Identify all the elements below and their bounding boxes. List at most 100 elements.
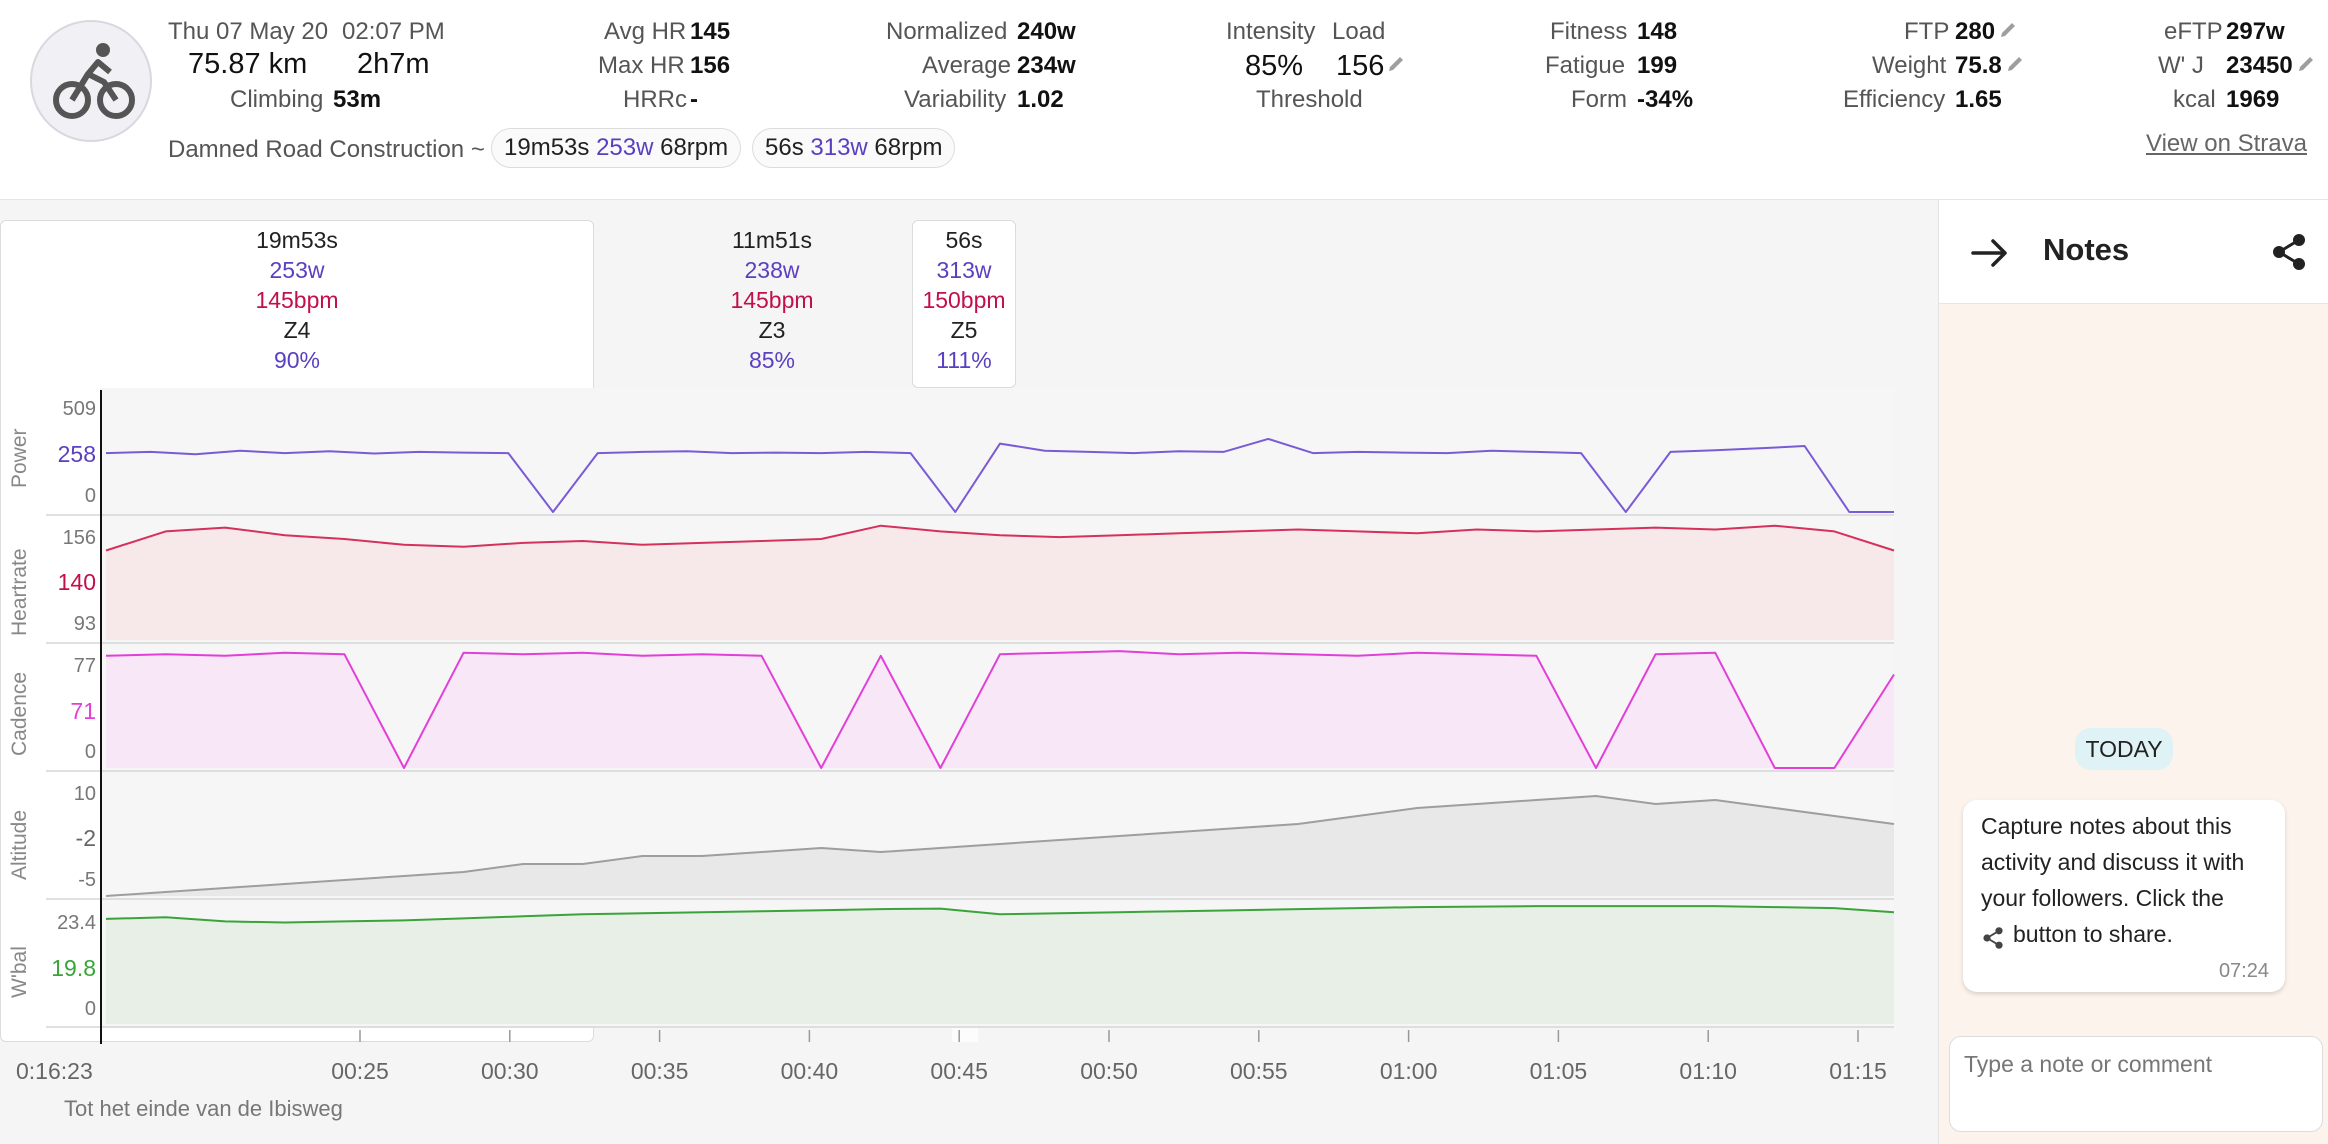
- interval-hr: 150bpm: [922, 287, 1006, 313]
- x-tick-label: 00:55: [1230, 1058, 1288, 1084]
- fatigue-value: 199: [1637, 52, 1678, 79]
- wj-label: W' J: [2158, 52, 2204, 79]
- interval-chip-1[interactable]: 19m53s 253w 68rpm: [491, 128, 742, 168]
- edit-load-icon[interactable]: [1386, 54, 1406, 74]
- interval-power: 253w: [269, 257, 325, 283]
- chip-duration: 19m53s: [504, 134, 590, 161]
- message-line-1: Capture notes about this: [1981, 813, 2232, 839]
- interval-pct: 85%: [748, 347, 796, 373]
- form-value: -34%: [1637, 86, 1694, 113]
- intensity-value: 85%: [1245, 50, 1304, 82]
- interval-duration: 19m53s: [256, 227, 338, 253]
- wj-value: 23450: [2226, 52, 2293, 79]
- average-value: 234w: [1017, 52, 1076, 79]
- wbal-ytick-mid: 19.8: [51, 955, 96, 981]
- kcal-value: 1969: [2226, 86, 2280, 113]
- avg-hr-value: 145: [690, 18, 731, 45]
- x-tick-label: 00:30: [481, 1058, 539, 1084]
- ftp-label: FTP: [1904, 18, 1950, 45]
- message-line-4: button to share.: [2013, 921, 2173, 947]
- interval-panel-3[interactable]: [912, 220, 1016, 388]
- bike-icon: [53, 43, 135, 119]
- x-tick-label: 00:35: [630, 1058, 689, 1084]
- average-label: Average: [922, 52, 1011, 79]
- power-ytick-mid: 258: [57, 441, 96, 467]
- interval-duration: 56s: [945, 227, 983, 253]
- activity-date: Thu 07 May 20: [168, 18, 329, 45]
- fitness-value: 148: [1637, 18, 1678, 45]
- climbing-value: 53m: [333, 86, 382, 113]
- edit-weight-icon[interactable]: [2005, 54, 2025, 74]
- power-ytick-min: 0: [84, 485, 96, 507]
- heartrate-area: [106, 525, 1894, 640]
- eftp-value: 297w: [2226, 18, 2285, 45]
- variability-label: Variability: [904, 86, 1007, 113]
- x-tick-label: 01:00: [1379, 1058, 1438, 1084]
- interval-label-3: 56s 313w 150bpm Z5 111%: [914, 225, 1014, 375]
- fatigue-label: Fatigue: [1545, 52, 1626, 79]
- climbing-label: Climbing: [230, 86, 324, 113]
- avg-hr-label: Avg HR: [604, 18, 687, 45]
- altitude-line: [105, 795, 1895, 897]
- interval-pct: 111%: [936, 347, 992, 373]
- activity-header: Thu 07 May 20 02:07 PM 75.87 km 2h7m Cli…: [0, 0, 2328, 200]
- arrow-right-icon[interactable]: [1971, 238, 2009, 268]
- edit-ftp-icon[interactable]: [1998, 20, 2018, 40]
- variability-value: 1.02: [1017, 86, 1064, 113]
- weight-label: Weight: [1872, 52, 1947, 79]
- efficiency-value: 1.65: [1955, 86, 2002, 113]
- hrrc-value: -: [690, 86, 698, 113]
- altitude-ytick-max: 10: [73, 783, 96, 805]
- altitude-area: [106, 796, 1894, 896]
- form-label: Form: [1571, 86, 1627, 113]
- fitness-label: Fitness: [1550, 18, 1628, 45]
- cadence-area: [106, 651, 1894, 768]
- load-value: 156: [1336, 50, 1385, 82]
- interval-zone: Z4: [283, 317, 311, 343]
- note-input[interactable]: Type a note or comment: [1949, 1036, 2323, 1132]
- normalized-value: 240w: [1017, 18, 1076, 45]
- max-hr-label: Max HR: [598, 52, 685, 79]
- interval-zone: Z3: [758, 317, 786, 343]
- altitude-ytick-mid: -2: [75, 825, 96, 851]
- location-label: Tot het einde van de Ibisweg: [64, 1096, 343, 1121]
- hr-ytick-min: 93: [73, 613, 96, 635]
- heartrate-line: [105, 524, 1895, 552]
- activity-charts[interactable]: [0, 0, 1938, 1144]
- message-line-2: activity and discuss it with: [1981, 849, 2245, 875]
- x-start-label: 0:16:23: [16, 1058, 93, 1084]
- today-badge: TODAY: [2075, 728, 2173, 770]
- chip-cadence: 68rpm: [874, 134, 943, 161]
- power-ytick-max: 509: [62, 398, 96, 420]
- x-tick-label: 01:05: [1529, 1058, 1588, 1084]
- notes-header: Notes: [1939, 200, 2328, 304]
- interval-chip-2[interactable]: 56s 313w 68rpm: [752, 128, 956, 168]
- wbal-line: [105, 905, 1895, 924]
- intensity-label: Intensity: [1226, 18, 1316, 45]
- ftp-value: 280: [1955, 18, 1996, 45]
- activity-name[interactable]: Damned Road Construction ~: [168, 136, 485, 163]
- interval-zone: Z5: [950, 317, 978, 343]
- edit-wj-icon[interactable]: [2296, 54, 2316, 74]
- view-on-strava-link[interactable]: View on Strava: [2146, 130, 2307, 157]
- interval-power: 313w: [936, 257, 992, 283]
- share-icon[interactable]: [2269, 232, 2309, 272]
- interval-pct: 90%: [273, 347, 321, 373]
- cadence-ytick-min: 0: [84, 741, 96, 763]
- kcal-label: kcal: [2173, 86, 2216, 113]
- message-line-3: your followers. Click the: [1981, 885, 2224, 911]
- x-tick-label: 00:45: [930, 1058, 988, 1084]
- activity-distance: 75.87 km: [188, 48, 308, 80]
- weight-value: 75.8: [1955, 52, 2002, 79]
- normalized-label: Normalized: [886, 18, 1008, 45]
- load-label: Load: [1332, 18, 1386, 45]
- chip-cadence: 68rpm: [660, 134, 729, 161]
- chip-power: 253w: [596, 134, 654, 161]
- cadence-ytick-max: 77: [73, 655, 96, 677]
- system-message: Capture notes about this activity and di…: [1963, 800, 2285, 992]
- power-line: [105, 437, 1894, 513]
- interval-power: 238w: [744, 257, 800, 283]
- max-hr-value: 156: [690, 52, 731, 79]
- x-tick-label: 00:50: [1080, 1058, 1138, 1084]
- message-time: 07:24: [2218, 960, 2269, 982]
